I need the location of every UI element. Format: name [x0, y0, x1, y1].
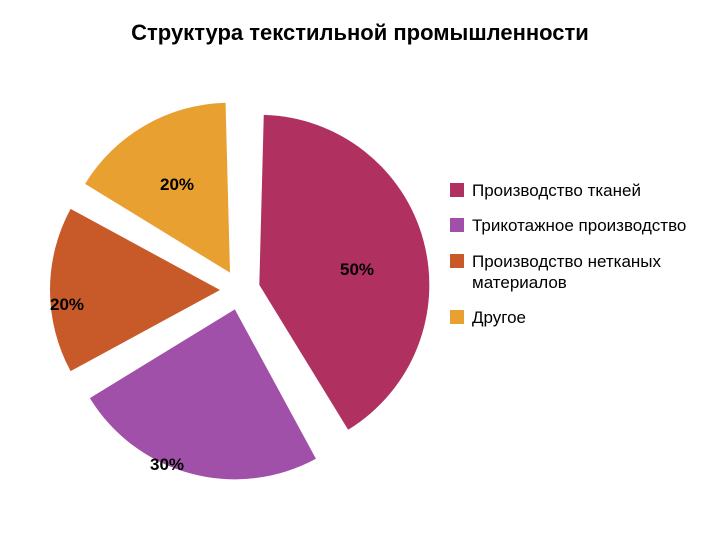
legend-swatch-2	[450, 254, 464, 268]
legend-swatch-3	[450, 310, 464, 324]
slide: Структура текстильной промышленности 50%…	[0, 0, 720, 540]
legend-swatch-0	[450, 183, 464, 197]
legend-label-0: Производство тканей	[472, 180, 641, 201]
pie-svg	[40, 90, 440, 490]
legend-item-1: Трикотажное производство	[450, 215, 700, 236]
legend-label-2: Производство нетканых материалов	[472, 251, 700, 294]
pct-label-0: 50%	[340, 260, 374, 280]
pie-chart: 50% 30% 20% 20%	[40, 90, 440, 490]
legend-label-1: Трикотажное производство	[472, 215, 686, 236]
legend-swatch-1	[450, 218, 464, 232]
legend-item-2: Производство нетканых материалов	[450, 251, 700, 294]
legend-item-3: Другое	[450, 307, 700, 328]
chart-title: Структура текстильной промышленности	[0, 20, 720, 46]
pct-label-3: 20%	[160, 175, 194, 195]
legend: Производство тканей Трикотажное производ…	[450, 180, 700, 342]
legend-item-0: Производство тканей	[450, 180, 700, 201]
pct-label-1: 30%	[150, 455, 184, 475]
legend-label-3: Другое	[472, 307, 526, 328]
pct-label-2: 20%	[50, 295, 84, 315]
